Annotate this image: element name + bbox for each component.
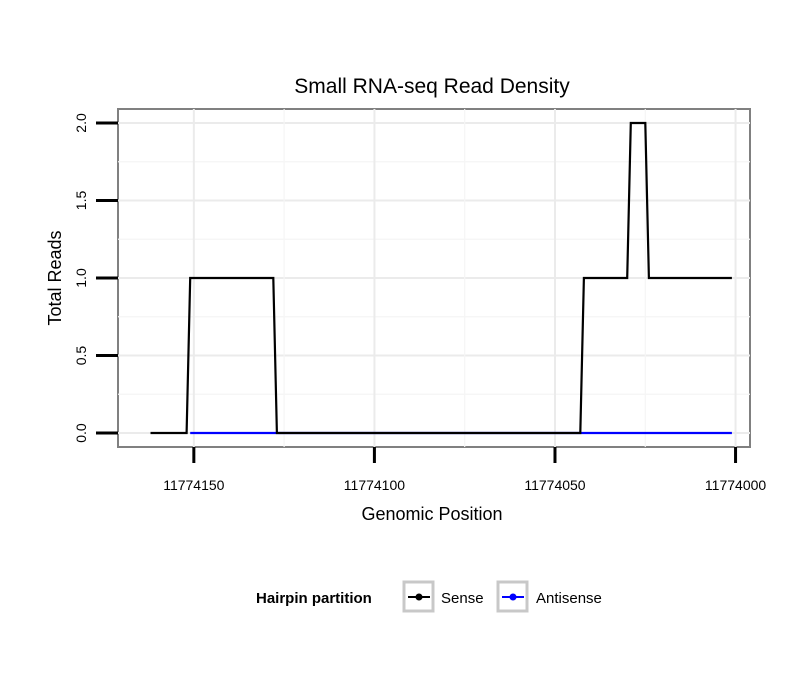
y-axis-label: Total Reads: [45, 230, 65, 325]
y-tick-label: 2.0: [73, 113, 89, 133]
y-tick-label: 1.5: [73, 191, 89, 211]
y-tick-label: 0.0: [73, 423, 89, 443]
x-axis: 11774150 11774100 11774050 11774000: [163, 447, 766, 493]
x-tick-label: 11774100: [344, 477, 405, 493]
series-layer: [150, 121, 732, 435]
x-tick-label: 11774000: [705, 477, 766, 493]
x-tick-label: 11774050: [524, 477, 585, 493]
x-tick-label: 11774150: [163, 477, 224, 493]
legend-item-antisense[interactable]: Antisense: [496, 580, 602, 613]
series-line-sense: [150, 121, 732, 435]
legend-marker-antisense: [509, 593, 517, 601]
legend-marker-sense: [415, 593, 423, 601]
x-axis-label: Genomic Position: [361, 504, 502, 524]
grid-layer: [118, 109, 750, 447]
y-tick-label: 1.0: [73, 268, 89, 288]
legend-title: Hairpin partition: [256, 590, 372, 607]
legend-label-sense: Sense: [441, 590, 484, 607]
y-axis: 0.0 0.5 1.0 1.5 2.0: [73, 113, 118, 443]
legend-label-antisense: Antisense: [536, 590, 602, 607]
legend-item-sense[interactable]: Sense: [402, 580, 484, 613]
y-tick-label: 0.5: [73, 346, 89, 366]
legend: Hairpin partition Sense Antisense: [256, 580, 602, 613]
chart-title: Small RNA-seq Read Density: [294, 75, 570, 98]
